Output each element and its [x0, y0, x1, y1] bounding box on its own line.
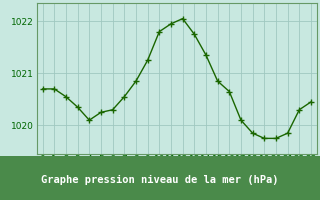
Text: Graphe pression niveau de la mer (hPa): Graphe pression niveau de la mer (hPa): [41, 175, 279, 185]
